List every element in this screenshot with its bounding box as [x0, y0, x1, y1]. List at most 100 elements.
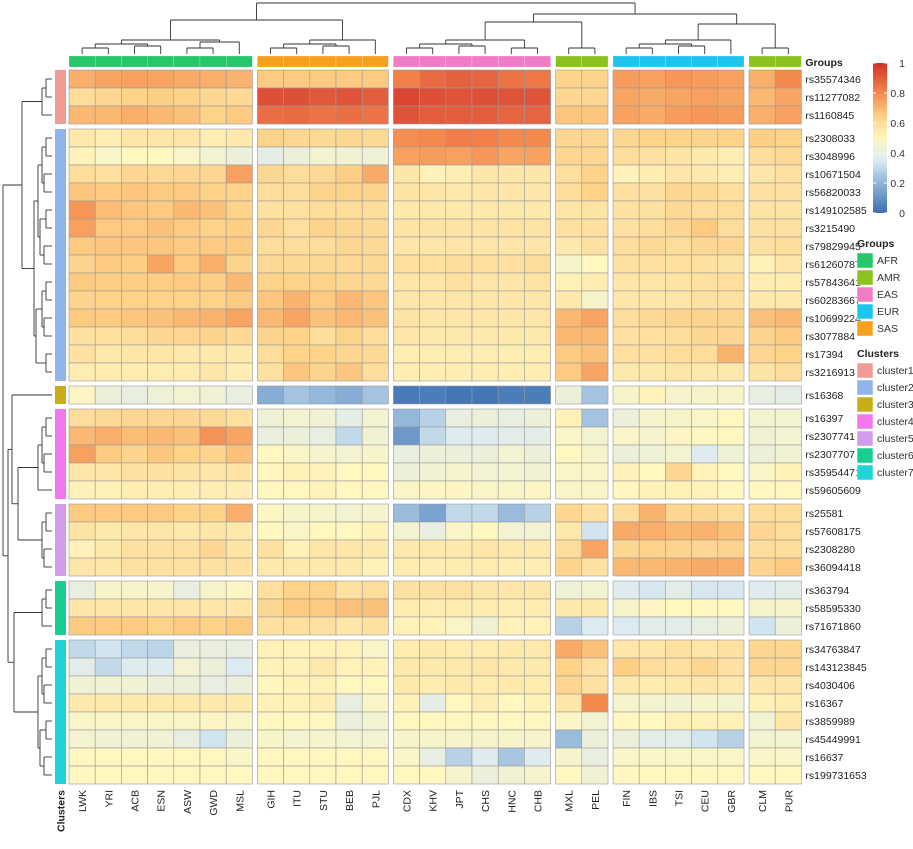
- heatmap-cell: [94, 105, 122, 125]
- heatmap-cell: [691, 385, 719, 405]
- heatmap-cell: [94, 765, 122, 785]
- heatmap-cell: [173, 254, 201, 274]
- heatmap-cell: [257, 385, 284, 405]
- heatmap-cell: [147, 408, 175, 428]
- heatmap-cell: [419, 693, 447, 713]
- heatmap-cell: [361, 503, 389, 523]
- heatmap-cell: [361, 639, 389, 659]
- heatmap-cell: [283, 290, 311, 310]
- heatmap-cell: [225, 444, 253, 464]
- heatmap-cell: [471, 521, 499, 541]
- heatmap-cell: [445, 503, 473, 523]
- heatmap-cell: [524, 711, 551, 731]
- heatmap-cell: [173, 598, 201, 618]
- heatmap-cell: [309, 69, 337, 89]
- heatmap-cell: [147, 182, 175, 202]
- heatmap-cell: [524, 675, 551, 695]
- heatmap-cell: [94, 557, 122, 577]
- cluster-track-cell: [55, 183, 66, 201]
- heatmap-cell: [393, 747, 420, 767]
- cluster-track-cell: [55, 712, 66, 730]
- heatmap-cell: [68, 362, 96, 382]
- heatmap-cell: [257, 711, 284, 731]
- heatmap-cell: [524, 146, 551, 166]
- heatmap-cell: [309, 657, 337, 677]
- heatmap-cell: [445, 200, 473, 220]
- heatmap-cell: [555, 747, 583, 767]
- heatmap-cell: [665, 444, 692, 464]
- heatmap-cell: [717, 521, 745, 541]
- heatmap-cell: [691, 146, 719, 166]
- heatmap-cell: [199, 290, 227, 310]
- column-label: MXL: [564, 790, 576, 812]
- heatmap-cell: [225, 462, 253, 482]
- heatmap-cell: [121, 290, 148, 310]
- heatmap-cell: [225, 308, 253, 328]
- heatmap-cell: [717, 657, 745, 677]
- heatmap-cell: [419, 146, 447, 166]
- heatmap-cell: [121, 693, 148, 713]
- heatmap-cell: [173, 105, 201, 125]
- heatmap-cell: [121, 385, 148, 405]
- heatmap-cell: [121, 675, 148, 695]
- heatmap-cell: [445, 675, 473, 695]
- heatmap-cell: [665, 616, 692, 636]
- group-track-cell: [283, 55, 310, 68]
- heatmap-cell: [257, 344, 284, 364]
- heatmap-cell: [309, 272, 337, 292]
- heatmap-cell: [612, 254, 640, 274]
- heatmap-cell: [717, 146, 745, 166]
- heatmap-cell: [555, 344, 583, 364]
- heatmap-cell: [665, 539, 692, 559]
- heatmap-cell: [748, 557, 776, 577]
- heatmap-cell: [524, 598, 551, 618]
- heatmap-cell: [774, 146, 802, 166]
- heatmap-cell: [199, 675, 227, 695]
- heatmap-cell: [638, 657, 666, 677]
- heatmap-cell: [638, 729, 666, 749]
- heatmap-cell: [717, 675, 745, 695]
- heatmap-cell: [445, 218, 473, 238]
- heatmap-cell: [173, 480, 201, 500]
- heatmap-cell: [225, 290, 253, 310]
- heatmap-cell: [419, 557, 447, 577]
- heatmap-cell: [309, 480, 337, 500]
- heatmap-cell: [309, 444, 337, 464]
- heatmap-cell: [612, 711, 640, 731]
- heatmap-cell: [68, 598, 96, 618]
- group-track-cell: [498, 55, 525, 68]
- group-track-cell: [581, 55, 609, 68]
- heatmap-cell: [94, 218, 122, 238]
- heatmap-cell: [691, 308, 719, 328]
- heatmap-cell: [283, 326, 311, 346]
- heatmap-cell: [361, 326, 389, 346]
- heatmap-cell: [748, 362, 776, 382]
- heatmap-cell: [717, 254, 745, 274]
- heatmap-cell: [283, 598, 311, 618]
- heatmap-cell: [691, 254, 719, 274]
- row-label: rs2308280: [805, 544, 855, 556]
- heatmap-cell: [612, 385, 640, 405]
- heatmap-cell: [717, 426, 745, 446]
- heatmap-cell: [225, 218, 253, 238]
- heatmap-cell: [147, 539, 175, 559]
- group-track-cell: [335, 55, 363, 68]
- heatmap-cell: [199, 308, 227, 328]
- heatmap-cell: [68, 326, 96, 346]
- heatmap-cell: [612, 462, 640, 482]
- heatmap-cell: [612, 326, 640, 346]
- heatmap-cell: [419, 272, 447, 292]
- heatmap-cell: [445, 385, 473, 405]
- heatmap-cell: [419, 426, 447, 446]
- group-track-cell: [419, 55, 446, 68]
- heatmap-cell: [774, 362, 802, 382]
- heatmap-cell: [497, 344, 525, 364]
- heatmap-cell: [471, 503, 499, 523]
- heatmap-cell: [581, 657, 609, 677]
- heatmap-cell: [121, 521, 148, 541]
- heatmap-cell: [581, 521, 609, 541]
- heatmap-cell: [173, 539, 201, 559]
- heatmap-cell: [68, 308, 96, 328]
- heatmap-cell: [335, 503, 363, 523]
- heatmap-cell: [335, 308, 363, 328]
